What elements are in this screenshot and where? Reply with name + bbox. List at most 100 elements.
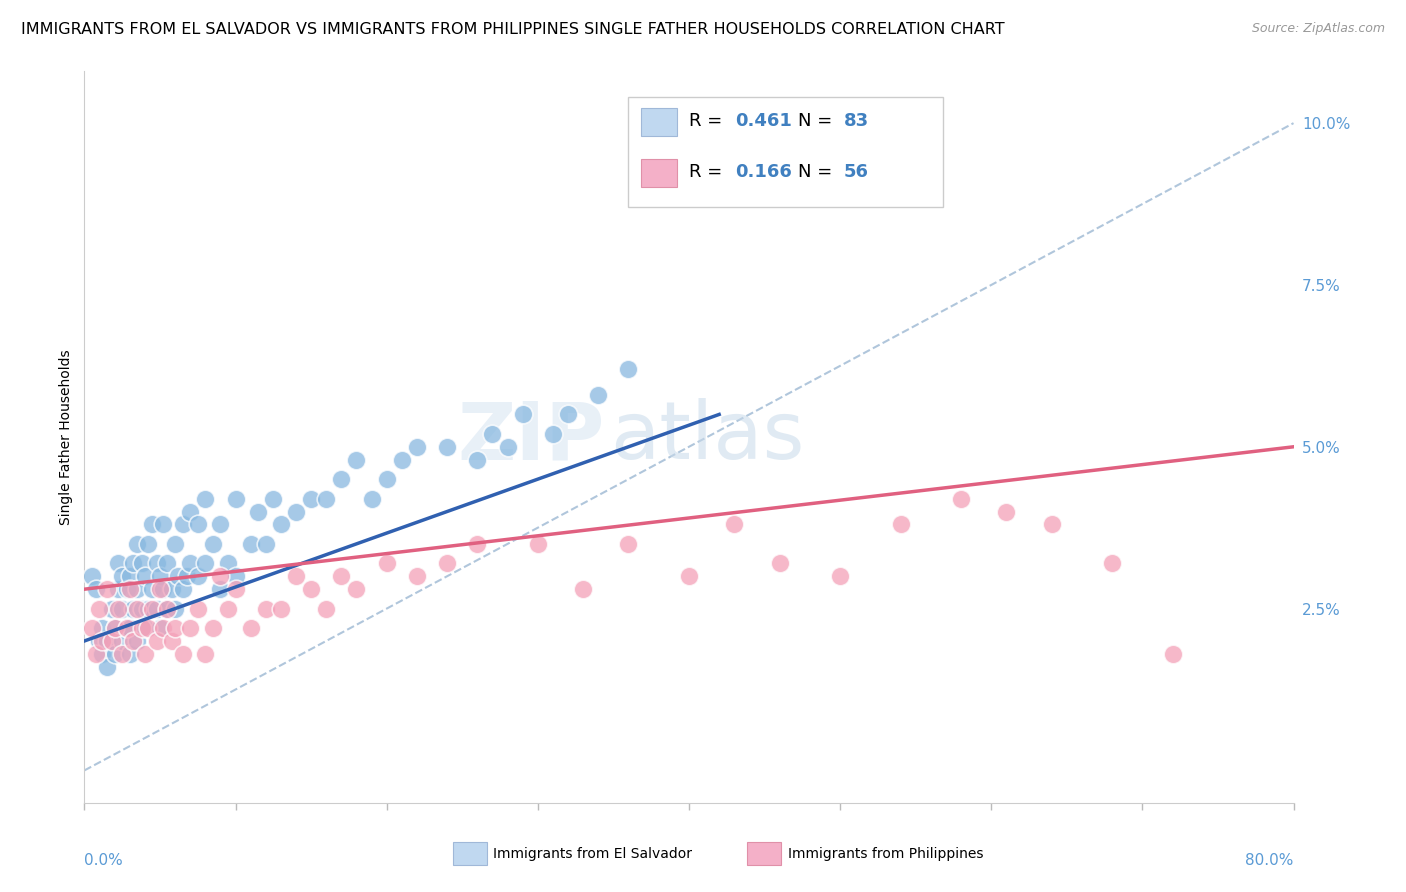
Point [165,621,187,635]
Point [111,634,134,648]
Point [270,517,292,532]
Point [209,582,232,597]
Point [96,634,118,648]
Point [194,647,217,661]
Point [127,582,149,597]
Point [141,517,163,532]
FancyBboxPatch shape [453,841,486,865]
Point [115,621,138,635]
Point [467,537,489,551]
Point [86,647,108,661]
Point [723,517,745,532]
Point [104,647,127,661]
Point [541,426,564,441]
Point [156,601,179,615]
Point [172,582,194,597]
Point [86,582,108,597]
Point [134,621,156,635]
Point [436,440,458,454]
Point [172,647,194,661]
Text: N =: N = [797,163,838,181]
Point [96,660,118,674]
Point [107,601,129,615]
Point [285,569,308,583]
Point [346,582,368,597]
Point [890,517,912,532]
Point [111,601,134,615]
Point [149,582,172,597]
Point [299,491,322,506]
Point [617,537,640,551]
Point [617,362,640,376]
Point [160,634,183,648]
Text: 56: 56 [844,163,869,181]
Point [146,601,169,615]
Point [239,537,262,551]
Point [436,557,458,571]
Text: R =: R = [689,163,728,181]
Point [115,621,138,635]
Point [141,582,163,597]
Point [950,491,973,506]
Point [201,537,224,551]
Point [134,569,156,583]
Point [104,621,127,635]
Point [330,569,353,583]
Point [152,517,174,532]
Point [209,517,232,532]
Text: R =: R = [689,112,728,130]
Text: 83: 83 [844,112,869,130]
Point [160,582,183,597]
Point [107,557,129,571]
Point [136,601,159,615]
FancyBboxPatch shape [628,97,943,207]
Point [91,647,114,661]
Text: 0.166: 0.166 [735,163,792,181]
Point [512,408,534,422]
Point [149,569,172,583]
Point [136,621,159,635]
Point [118,621,141,635]
Point [225,491,247,506]
Point [1101,557,1123,571]
Point [406,440,429,454]
Point [527,537,550,551]
Point [91,621,114,635]
Point [118,582,141,597]
Text: N =: N = [797,112,838,130]
Point [121,601,143,615]
Point [572,582,595,597]
Point [315,491,337,506]
Point [201,621,224,635]
Point [830,569,852,583]
Point [115,582,138,597]
Point [167,569,190,583]
Y-axis label: Single Father Households: Single Father Households [59,350,73,524]
Text: 80.0%: 80.0% [1246,853,1294,868]
Text: IMMIGRANTS FROM EL SALVADOR VS IMMIGRANTS FROM PHILIPPINES SINGLE FATHER HOUSEHO: IMMIGRANTS FROM EL SALVADOR VS IMMIGRANT… [21,22,1005,37]
Point [187,517,209,532]
Point [769,557,792,571]
Point [91,634,114,648]
Point [111,569,134,583]
Point [247,504,270,518]
Point [315,601,337,615]
Point [209,569,232,583]
Point [127,601,149,615]
Point [330,472,353,486]
Point [187,569,209,583]
Point [995,504,1018,518]
Point [262,491,284,506]
Point [1161,647,1184,661]
Text: Immigrants from Philippines: Immigrants from Philippines [789,847,984,861]
Point [406,569,429,583]
Point [146,634,169,648]
Point [111,647,134,661]
Point [239,621,262,635]
FancyBboxPatch shape [641,108,676,136]
Point [375,472,398,486]
Point [89,634,111,648]
Point [121,634,143,648]
Point [136,537,159,551]
Point [149,621,172,635]
